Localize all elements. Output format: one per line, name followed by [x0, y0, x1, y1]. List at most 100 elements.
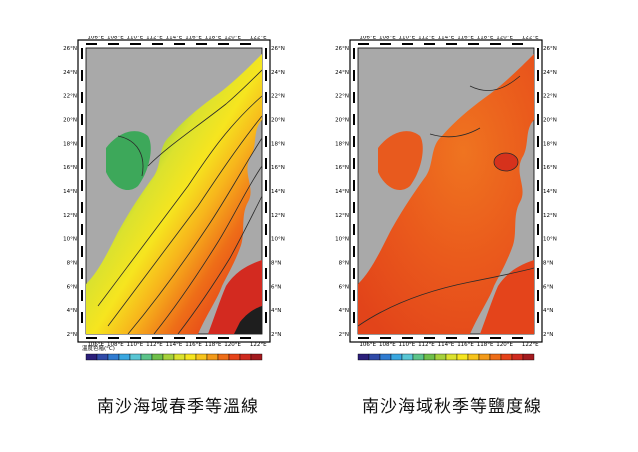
lat-label: 10°N — [271, 237, 285, 243]
legend-swatch — [184, 353, 197, 361]
lat-label: 26°N — [271, 46, 285, 52]
lat-label: 26°N — [543, 46, 557, 52]
lon-label: 114°E — [438, 36, 455, 41]
lat-label: 6°N — [67, 284, 77, 290]
legend-swatch — [96, 353, 109, 361]
lon-label: 118°E — [477, 342, 494, 348]
lon-label: 108°E — [107, 36, 124, 41]
lat-label: 10°N — [63, 237, 77, 243]
lat-label: 12°N — [335, 213, 349, 219]
legend-swatch — [118, 353, 131, 361]
legend-swatch — [151, 353, 164, 361]
legend-swatch — [412, 353, 425, 361]
lon-label: 122°E — [522, 36, 539, 41]
lat-label: 18°N — [335, 141, 349, 147]
legend-swatch — [206, 353, 219, 361]
lat-label: 16°N — [63, 165, 77, 171]
lat-label: 14°N — [271, 189, 285, 195]
legend-swatch — [445, 353, 458, 361]
lon-label: 118°E — [477, 36, 494, 41]
legend-swatch — [423, 353, 436, 361]
lat-label: 8°N — [67, 261, 77, 267]
color-scale-legend — [85, 353, 263, 361]
lon-label: 116°E — [457, 342, 474, 348]
lat-label: 12°N — [271, 213, 285, 219]
lon-label: 120°E — [224, 36, 241, 41]
legend-swatch — [522, 353, 535, 361]
lat-label: 24°N — [335, 70, 349, 76]
lat-label: 6°N — [339, 284, 349, 290]
lat-label: 20°N — [335, 118, 349, 124]
lon-label: 122°E — [250, 36, 267, 41]
lon-labels-bottom: 106°E 108°E 110°E 112°E 114°E 116°E 118°E 120°E… — [87, 342, 267, 348]
lon-ticks — [81, 43, 267, 339]
legend-swatch — [434, 353, 447, 361]
lon-label: 106°E — [359, 36, 376, 41]
lon-label: 108°E — [379, 36, 396, 41]
lon-label: 122°E — [250, 342, 267, 348]
lon-label: 110°E — [399, 36, 416, 41]
lat-label: 16°N — [543, 165, 557, 171]
spring-temperature-map: 106°E 108°E 110°E 112°E 114°E 116°E 118°E 120°E… — [58, 35, 290, 372]
legend-swatch — [478, 353, 491, 361]
lon-label: 114°E — [166, 342, 183, 348]
gulf-of-tonkin — [106, 131, 151, 191]
legend-swatch — [500, 353, 513, 361]
lat-label: 12°N — [543, 213, 557, 219]
lon-label: 106°E — [87, 36, 104, 41]
lon-label: 106°E — [359, 342, 376, 348]
lat-label: 2°N — [339, 332, 349, 338]
spring-temperature-map-svg: 106°E 108°E 110°E 112°E 114°E 116°E 118°E 120°E… — [63, 35, 285, 361]
isohaline-contours — [358, 75, 534, 327]
lat-label: 4°N — [339, 308, 349, 314]
lon-label: 110°E — [127, 342, 144, 348]
lat-label: 6°N — [271, 284, 281, 290]
lat-label: 20°N — [271, 118, 285, 124]
lon-label: 106°E — [87, 342, 104, 348]
sea-surface — [358, 54, 534, 334]
caption-spring-temperature: 南沙海域春季等溫線 — [97, 397, 259, 417]
lat-label: 12°N — [63, 213, 77, 219]
lat-label: 22°N — [63, 94, 77, 100]
legend-swatch — [511, 353, 524, 361]
lat-label: 4°N — [67, 308, 77, 314]
lon-label: 114°E — [438, 342, 455, 348]
lat-label: 14°N — [335, 189, 349, 195]
legend-swatch — [250, 353, 263, 361]
lon-labels-top: 106°E 108°E 110°E 112°E 114°E 116°E 118°E 120°E… — [87, 35, 267, 41]
lat-label: 10°N — [335, 237, 349, 243]
lon-label: 122°E — [522, 342, 539, 348]
lat-label: 16°N — [271, 165, 285, 171]
lat-label: 18°N — [271, 141, 285, 147]
lat-labels-left: 26°N 24°N 22°N 20°N 18°N 16°N 14°N 12°N 10°N 8°N 6… — [335, 46, 349, 338]
lat-label: 4°N — [271, 308, 281, 314]
dark-patch — [234, 306, 262, 334]
lon-label: 110°E — [399, 342, 416, 348]
lon-ticks — [353, 43, 539, 339]
lat-label: 24°N — [543, 70, 557, 76]
legend-swatch — [368, 353, 381, 361]
legend-swatch — [456, 353, 469, 361]
lon-label: 120°E — [224, 342, 241, 348]
lat-label: 20°N — [543, 118, 557, 124]
legend-swatch — [228, 353, 241, 361]
legend-swatch — [140, 353, 153, 361]
lon-labels-top: 106°E 108°E 110°E 112°E 114°E 116°E 118°E 120°E… — [359, 35, 539, 41]
lat-labels-right: 26°N 24°N 22°N 20°N 18°N 16°N 14°N 12°N 10°N 8°N 6… — [543, 46, 557, 338]
lat-label: 2°N — [543, 332, 553, 338]
lon-label: 116°E — [185, 342, 202, 348]
legend-swatch — [467, 353, 480, 361]
lat-label: 8°N — [271, 261, 281, 267]
lat-label: 14°N — [543, 189, 557, 195]
legend-swatch — [379, 353, 392, 361]
legend-swatch — [357, 353, 370, 361]
lon-label: 112°E — [418, 36, 435, 41]
legend-swatch — [195, 353, 208, 361]
legend-swatch — [107, 353, 120, 361]
lat-label: 14°N — [63, 189, 77, 195]
lon-label: 112°E — [146, 342, 163, 348]
lon-label: 112°E — [418, 342, 435, 348]
lon-label: 116°E — [185, 36, 202, 41]
lon-label: 114°E — [166, 36, 183, 41]
legend-swatch — [489, 353, 502, 361]
